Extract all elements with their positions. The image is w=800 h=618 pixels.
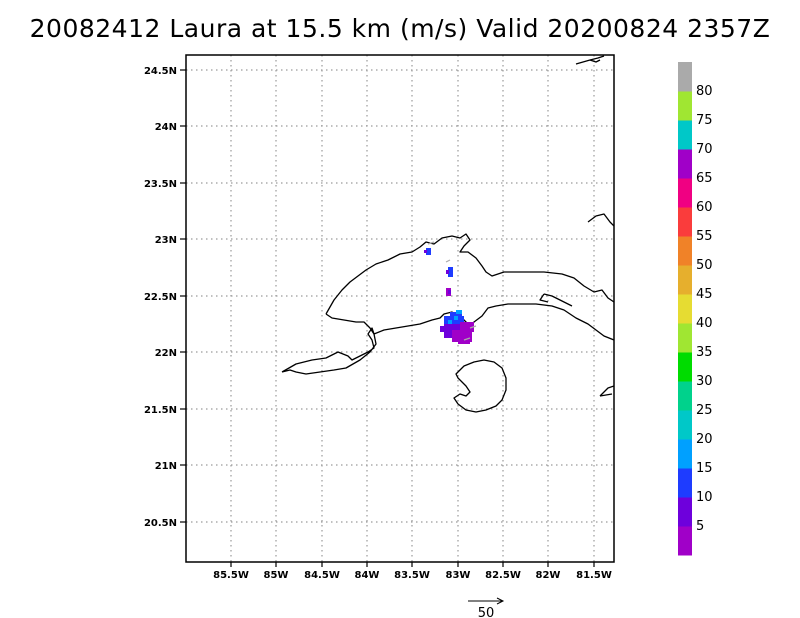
- coastline-cuba: [281, 55, 614, 413]
- colorbar-label: 40: [696, 316, 713, 331]
- colorbar-bin: [678, 439, 692, 469]
- lon-label: 81.5W: [576, 570, 612, 581]
- colorbar-bin: [678, 236, 692, 266]
- colorbar: 5 10 15 20 25 30 35 40 45 50 55 60 65 70 75 80: [678, 62, 713, 556]
- lon-label: 84.5W: [304, 570, 340, 581]
- latitude-labels: 24.5N 24N 23.5N 23N 22.5N 22N 21.5N 21N …: [144, 66, 177, 529]
- colorbar-label: 75: [696, 113, 713, 128]
- colorbar-label: 70: [696, 142, 713, 157]
- colorbar-bin: [678, 91, 692, 121]
- plot-frame: [185, 54, 615, 563]
- lat-label: 21N: [155, 461, 177, 472]
- colorbar-label: 65: [696, 171, 713, 186]
- colorbar-bin: [678, 381, 692, 411]
- colorbar-bin: [678, 526, 692, 556]
- longitude-labels: 85.5W 85W 84.5W 84W 83.5W 83W 82.5W 82W …: [213, 570, 612, 581]
- lon-label: 83W: [446, 570, 471, 581]
- colorbar-label: 35: [696, 345, 713, 360]
- colorbar-label: 5: [696, 519, 704, 534]
- lat-label: 24.5N: [144, 66, 177, 77]
- colorbar-label: 25: [696, 403, 713, 418]
- lon-label: 85.5W: [213, 570, 249, 581]
- colorbar-label: 60: [696, 200, 713, 215]
- colorbar-label: 15: [696, 461, 713, 476]
- colorbar-bin: [678, 468, 692, 498]
- lon-label: 82W: [536, 570, 561, 581]
- colorbar-bin: [678, 410, 692, 440]
- lat-label: 22N: [155, 348, 177, 359]
- map-grid: [186, 55, 614, 562]
- lon-label: 82.5W: [485, 570, 521, 581]
- lat-label: 23N: [155, 235, 177, 246]
- lon-label: 83.5W: [394, 570, 430, 581]
- colorbar-label: 50: [696, 258, 713, 273]
- colorbar-bin: [678, 265, 692, 295]
- colorbar-label: 20: [696, 432, 713, 447]
- colorbar-bin: [678, 120, 692, 150]
- colorbar-bin: [678, 323, 692, 353]
- lon-label: 85W: [264, 570, 289, 581]
- wind-vector-arrows: [427, 241, 477, 341]
- lat-label: 22.5N: [144, 292, 177, 303]
- lon-label: 84W: [355, 570, 380, 581]
- colorbar-bin: [678, 178, 692, 208]
- reference-vector-label: 50: [478, 606, 495, 618]
- lat-label: 23.5N: [144, 179, 177, 190]
- colorbar-label: 30: [696, 374, 713, 389]
- lat-label: 20.5N: [144, 518, 177, 529]
- colorbar-label: 80: [696, 84, 713, 99]
- colorbar-label: 10: [696, 490, 713, 505]
- colorbar-bin: [678, 62, 692, 92]
- colorbar-label: 55: [696, 229, 713, 244]
- colorbar-bin: [678, 497, 692, 527]
- colorbar-bin: [678, 294, 692, 324]
- colorbar-label: 45: [696, 287, 713, 302]
- map-title: 20082412 Laura at 15.5 km (m/s) Valid 20…: [29, 14, 771, 43]
- lat-label: 21.5N: [144, 405, 177, 416]
- axis-ticks: [180, 69, 595, 567]
- reference-vector: 50: [468, 597, 505, 618]
- lat-label: 24N: [155, 122, 177, 133]
- colorbar-bin: [678, 149, 692, 179]
- colorbar-bin: [678, 207, 692, 237]
- colorbar-bin: [678, 352, 692, 382]
